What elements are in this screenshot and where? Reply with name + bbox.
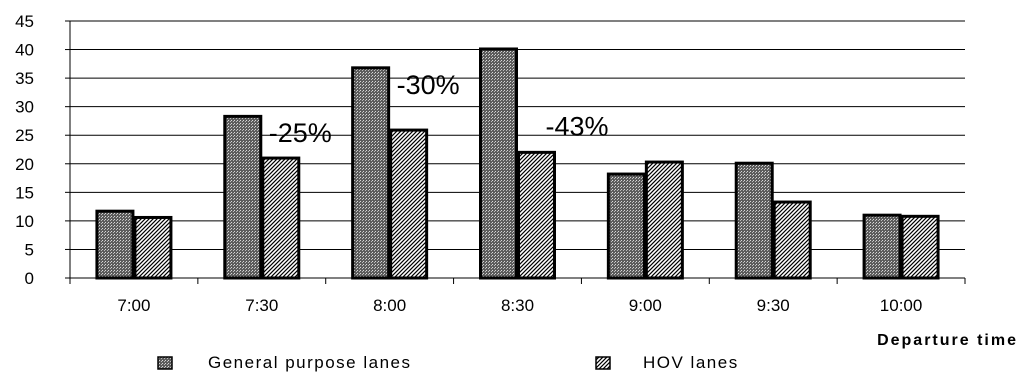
bar-hov [772,200,812,280]
labels: 0 5 10 15 20 25 30 35 40 45 7:00 7:30 8:00 8:30 9:00 9:… [15,12,922,315]
x-tick-label: 10:00 [880,296,923,315]
y-tick-label: 45 [15,12,34,31]
bar-general-purpose [606,172,646,280]
legend-swatch-general-purpose [157,356,173,370]
legend-swatch-hov [595,356,611,370]
y-tick-label: 10 [15,212,34,231]
legend-label-hov: HOV lanes [643,353,739,372]
bar-general-purpose [351,66,391,280]
y-tick-label: 15 [15,183,34,202]
bar-general-purpose [734,161,774,280]
percent-change-annotation: -25% [269,118,332,148]
bar-general-purpose [862,213,902,280]
bar-hov [389,128,429,280]
bar-hov [644,160,684,280]
legend: General purpose lanes HOV lanes [157,353,739,372]
percent-change-annotation: -30% [397,70,460,100]
y-tick-label: 25 [15,126,34,145]
y-tick-label: 5 [25,240,34,259]
y-tick-label: 20 [15,155,34,174]
bar-hov [261,156,301,280]
bar-general-purpose [223,114,263,280]
bar-general-purpose [479,47,518,280]
y-tick-label: 30 [15,98,34,117]
bar-hov [900,214,940,280]
y-tick-label: 35 [15,69,34,88]
bars [95,47,940,280]
percent-change-annotation: -43% [546,111,609,141]
y-tick-label: 40 [15,41,34,60]
x-tick-label: 9:30 [757,296,790,315]
x-tick-label: 8:30 [501,296,534,315]
bar-hov [133,215,173,280]
x-tick-label: 7:00 [117,296,150,315]
legend-label-general-purpose: General purpose lanes [208,353,412,372]
x-axis-label: Departure time [877,332,1018,349]
x-tick-label: 9:00 [629,296,662,315]
bar-general-purpose [95,209,135,280]
y-tick-label: 0 [25,269,34,288]
bar-hov [517,150,556,280]
x-tick-label: 8:00 [373,296,406,315]
x-tick-label: 7:30 [245,296,278,315]
